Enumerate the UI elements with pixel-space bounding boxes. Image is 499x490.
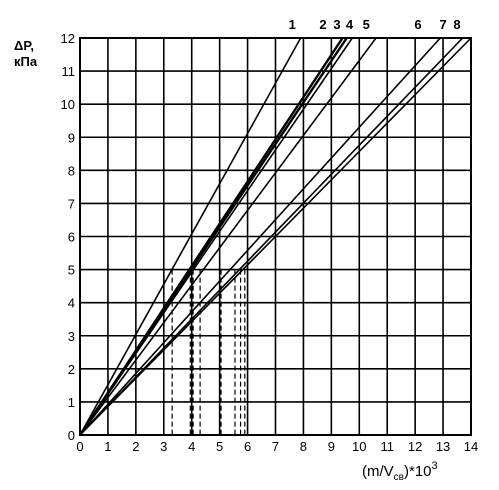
- y-tick-label: 1: [68, 395, 75, 410]
- y-tick-label: 5: [68, 263, 75, 278]
- x-tick-label: 1: [104, 439, 111, 454]
- y-tick-label: 7: [68, 196, 75, 211]
- x-tick-label: 5: [216, 439, 223, 454]
- x-tick-label: 0: [76, 439, 83, 454]
- series-label-2: 2: [319, 17, 326, 32]
- x-tick-label: 2: [132, 439, 139, 454]
- x-tick-label: 8: [300, 439, 307, 454]
- series-label-1: 1: [289, 17, 296, 32]
- series-label-6: 6: [414, 17, 421, 32]
- series-label-8: 8: [453, 17, 460, 32]
- x-tick-label: 9: [328, 439, 335, 454]
- x-tick-label: 7: [272, 439, 279, 454]
- x-tick-label: 4: [188, 439, 195, 454]
- y-tick-label: 11: [62, 64, 76, 79]
- x-tick-label: 12: [408, 439, 422, 454]
- series-line-8: [79, 37, 472, 436]
- y-tick-label: 8: [68, 163, 75, 178]
- y-tick-label: 3: [68, 329, 75, 344]
- series-label-3: 3: [333, 17, 340, 32]
- series-line-5: [79, 37, 377, 436]
- y-tick-label: 12: [61, 31, 75, 46]
- y-tick-label: 6: [68, 230, 75, 245]
- x-axis-label-sup: 3: [432, 460, 438, 472]
- x-tick-label: 6: [244, 439, 251, 454]
- y-tick-label: 4: [68, 296, 75, 311]
- x-axis-label: (m/Vсв)*103: [362, 460, 438, 483]
- y-tick-label: 2: [68, 362, 75, 377]
- series-label-4: 4: [346, 17, 354, 32]
- x-axis-label-suffix: )*10: [404, 463, 432, 480]
- series-line-4: [79, 37, 353, 436]
- series-label-7: 7: [439, 17, 446, 32]
- y-tick-label: 10: [61, 97, 75, 112]
- x-tick-label: 13: [436, 439, 450, 454]
- series-label-5: 5: [363, 17, 370, 32]
- x-axis-label-main: (m/V: [362, 463, 394, 480]
- y-tick-label: 9: [68, 130, 75, 145]
- y-tick-label: 0: [68, 428, 75, 443]
- x-tick-labels: 0 1 2 3 4 5 6 7 8 9 10 11 12 13 14: [76, 439, 478, 454]
- x-tick-label: 3: [160, 439, 167, 454]
- x-tick-label: 14: [464, 439, 478, 454]
- x-axis-label-sub: св: [394, 472, 404, 483]
- plot-frame: [79, 37, 472, 436]
- series-line-1: [79, 37, 302, 436]
- y-axis-label-line1: ΔP,: [14, 38, 34, 53]
- x-tick-label: 10: [352, 439, 366, 454]
- series-lines: [78, 37, 472, 436]
- series-line-7: [79, 37, 464, 436]
- x-tick-label: 11: [380, 439, 394, 454]
- y-axis-label-line2: кПа: [14, 54, 38, 69]
- series-line-6: [79, 37, 441, 436]
